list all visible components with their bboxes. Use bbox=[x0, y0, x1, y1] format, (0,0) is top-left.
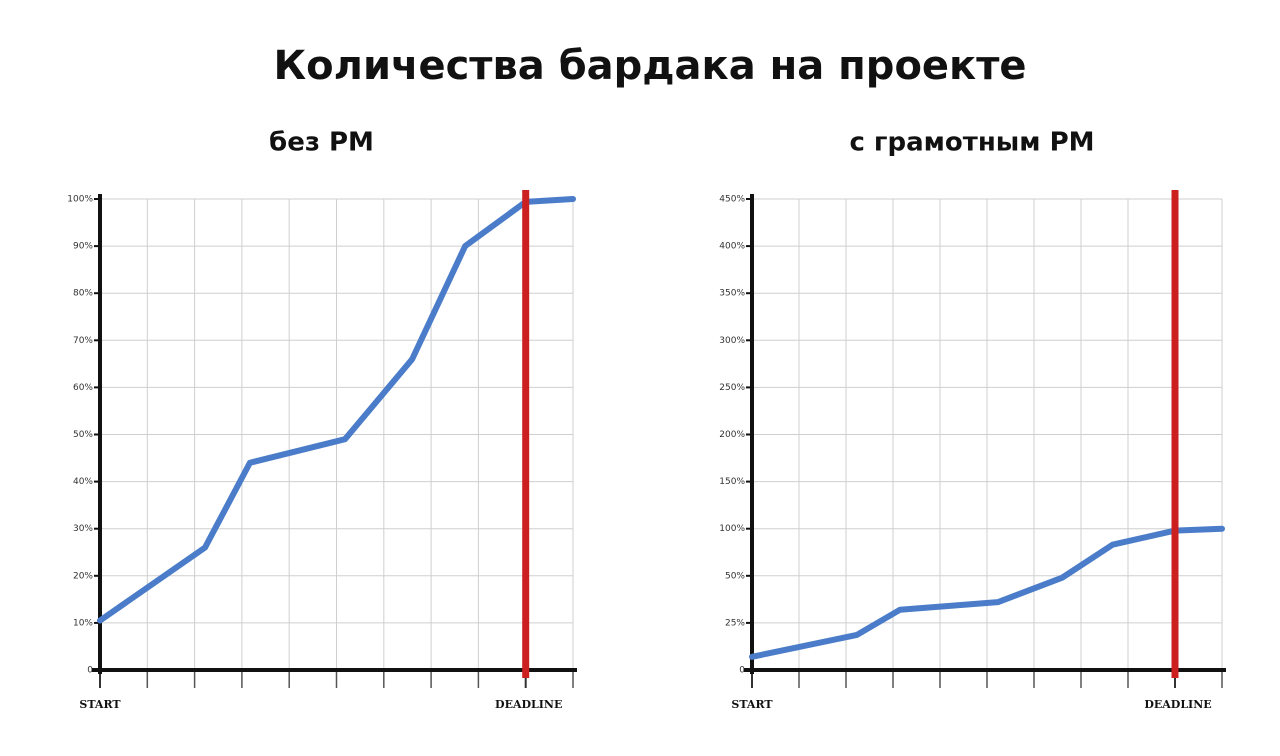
y-tick-label: 0 bbox=[739, 666, 745, 676]
y-tick-label: 80% bbox=[73, 289, 93, 299]
y-tick-label: 0 bbox=[87, 666, 93, 676]
page-title: Количества бардака на проекте bbox=[273, 43, 1026, 89]
y-tick-label: 50% bbox=[725, 571, 745, 581]
y-tick-label: 70% bbox=[73, 336, 93, 346]
y-tick-label: 250% bbox=[719, 383, 745, 393]
y-tick-label: 100% bbox=[719, 524, 745, 534]
y-tick-label: 400% bbox=[719, 242, 745, 252]
y-tick-label: 30% bbox=[73, 524, 93, 534]
x-tick-label: DEADLINE bbox=[495, 698, 562, 711]
y-tick-label: 200% bbox=[719, 430, 745, 440]
y-tick-label: 60% bbox=[73, 383, 93, 393]
x-tick-label: START bbox=[79, 698, 121, 711]
y-tick-label: 450% bbox=[719, 195, 745, 205]
x-tick-label: START bbox=[731, 698, 773, 711]
y-tick-label: 350% bbox=[719, 289, 745, 299]
data-line bbox=[97, 196, 576, 624]
y-tick-label: 20% bbox=[73, 571, 93, 581]
y-tick-label: 50% bbox=[73, 430, 93, 440]
chart-title: с грамотным PM bbox=[849, 128, 1094, 158]
y-tick-label: 90% bbox=[73, 242, 93, 252]
y-tick-label: 150% bbox=[719, 477, 745, 487]
data-line bbox=[749, 525, 1225, 660]
y-tick-label: 25% bbox=[725, 618, 745, 628]
y-tick-label: 300% bbox=[719, 336, 745, 346]
y-tick-label: 40% bbox=[73, 477, 93, 487]
chart-title: без PM bbox=[269, 128, 374, 158]
y-tick-label: 10% bbox=[73, 618, 93, 628]
x-tick-label: DEADLINE bbox=[1144, 698, 1211, 711]
y-tick-label: 100% bbox=[67, 195, 93, 205]
